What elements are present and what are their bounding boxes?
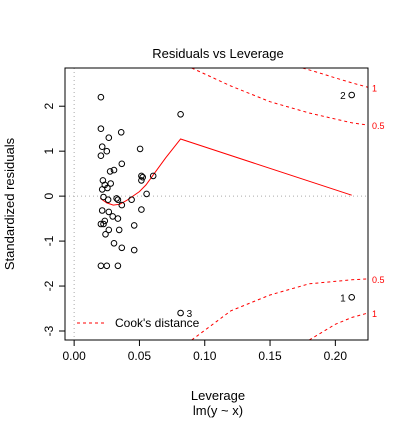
data-point-32: [97, 262, 105, 270]
legend-cooks-label: Cook's distance: [115, 316, 200, 330]
point-label-3: 3: [187, 309, 193, 320]
data-point-38: [136, 145, 144, 153]
cooks-distance-contours: [191, 68, 368, 340]
data-point-39: [138, 172, 145, 180]
data-point-41: [139, 173, 146, 181]
data-point-14: [107, 180, 114, 187]
point-label-1: 1: [340, 293, 346, 304]
data-point-2: [98, 143, 106, 150]
smooth-line-group: [100, 138, 352, 206]
data-point-46: [177, 309, 184, 317]
cooks-contour-1: [302, 68, 368, 88]
data-point-20: [98, 207, 106, 214]
x-axis-sublabel: lm(y ~ x): [193, 403, 243, 418]
cooks-level-label-1: 1: [372, 83, 377, 93]
data-points: [97, 91, 356, 317]
y-axis-label: Standardized residuals: [2, 137, 17, 270]
smooth-line: [100, 138, 352, 206]
point-label-2: 2: [340, 91, 346, 102]
y-tick-label-2: -1: [42, 235, 56, 246]
data-point-6: [117, 129, 125, 136]
data-point-17: [113, 195, 120, 202]
data-point-36: [130, 222, 138, 229]
data-point-23: [97, 220, 105, 228]
data-point-29: [115, 226, 123, 234]
data-point-48: [348, 294, 356, 301]
data-point-3: [97, 152, 105, 159]
cooks-level-label-3: 1: [372, 309, 377, 319]
cooks-contour-3: [308, 312, 368, 340]
x-tick-label-0: 0.00: [62, 349, 86, 363]
data-point-5: [103, 147, 111, 155]
x-tick-label-3: 0.15: [258, 349, 282, 363]
data-point-44: [149, 172, 157, 180]
x-tick-label-2: 0.10: [193, 349, 217, 363]
data-point-31: [118, 244, 126, 252]
data-point-47: [348, 91, 356, 99]
legend: Cook's distance: [77, 316, 200, 330]
data-point-9: [118, 160, 126, 168]
y-tick-label-4: 1: [42, 148, 56, 155]
data-point-30: [110, 240, 118, 247]
x-tick-label-4: 0.20: [324, 349, 348, 363]
data-point-16: [104, 196, 112, 203]
data-point-7: [106, 168, 114, 175]
data-point-13: [104, 184, 111, 192]
y-tick-label-5: 2: [42, 103, 56, 110]
data-point-24: [102, 231, 109, 238]
chart-title: Residuals vs Leverage: [152, 46, 284, 61]
data-point-34: [114, 262, 122, 270]
y-tick-label-0: -3: [42, 325, 56, 336]
data-point-43: [143, 190, 150, 198]
data-point-42: [138, 206, 145, 213]
data-point-1: [97, 125, 105, 132]
data-point-28: [114, 215, 122, 222]
data-point-26: [105, 208, 113, 216]
y-tick-label-1: -2: [42, 280, 56, 291]
reference-lines: [65, 68, 368, 340]
data-point-21: [100, 220, 107, 228]
point-labels: 2 1 3: [187, 91, 347, 320]
data-point-45: [177, 111, 184, 118]
data-point-18: [118, 201, 126, 209]
x-axis: 0.00 0.05 0.10 0.15 0.20: [62, 339, 348, 363]
cooks-contour-2: [191, 278, 368, 340]
data-point-33: [103, 262, 111, 270]
data-point-37: [130, 246, 138, 254]
data-point-0: [97, 93, 105, 101]
data-point-40: [138, 177, 145, 184]
cooks-level-label-2: 0.5: [372, 275, 385, 285]
x-tick-label-1: 0.05: [128, 349, 152, 363]
data-point-4: [105, 134, 113, 141]
data-point-25: [105, 226, 113, 234]
y-tick-label-3: 0: [42, 192, 56, 199]
cooks-level-label-0: 0.5: [372, 121, 385, 131]
data-point-35: [128, 196, 135, 203]
x-axis-label: Leverage: [191, 388, 245, 403]
y-axis: -3 -2 -1 0 1 2: [42, 103, 66, 336]
data-point-19: [114, 196, 122, 203]
data-point-8: [110, 166, 118, 174]
